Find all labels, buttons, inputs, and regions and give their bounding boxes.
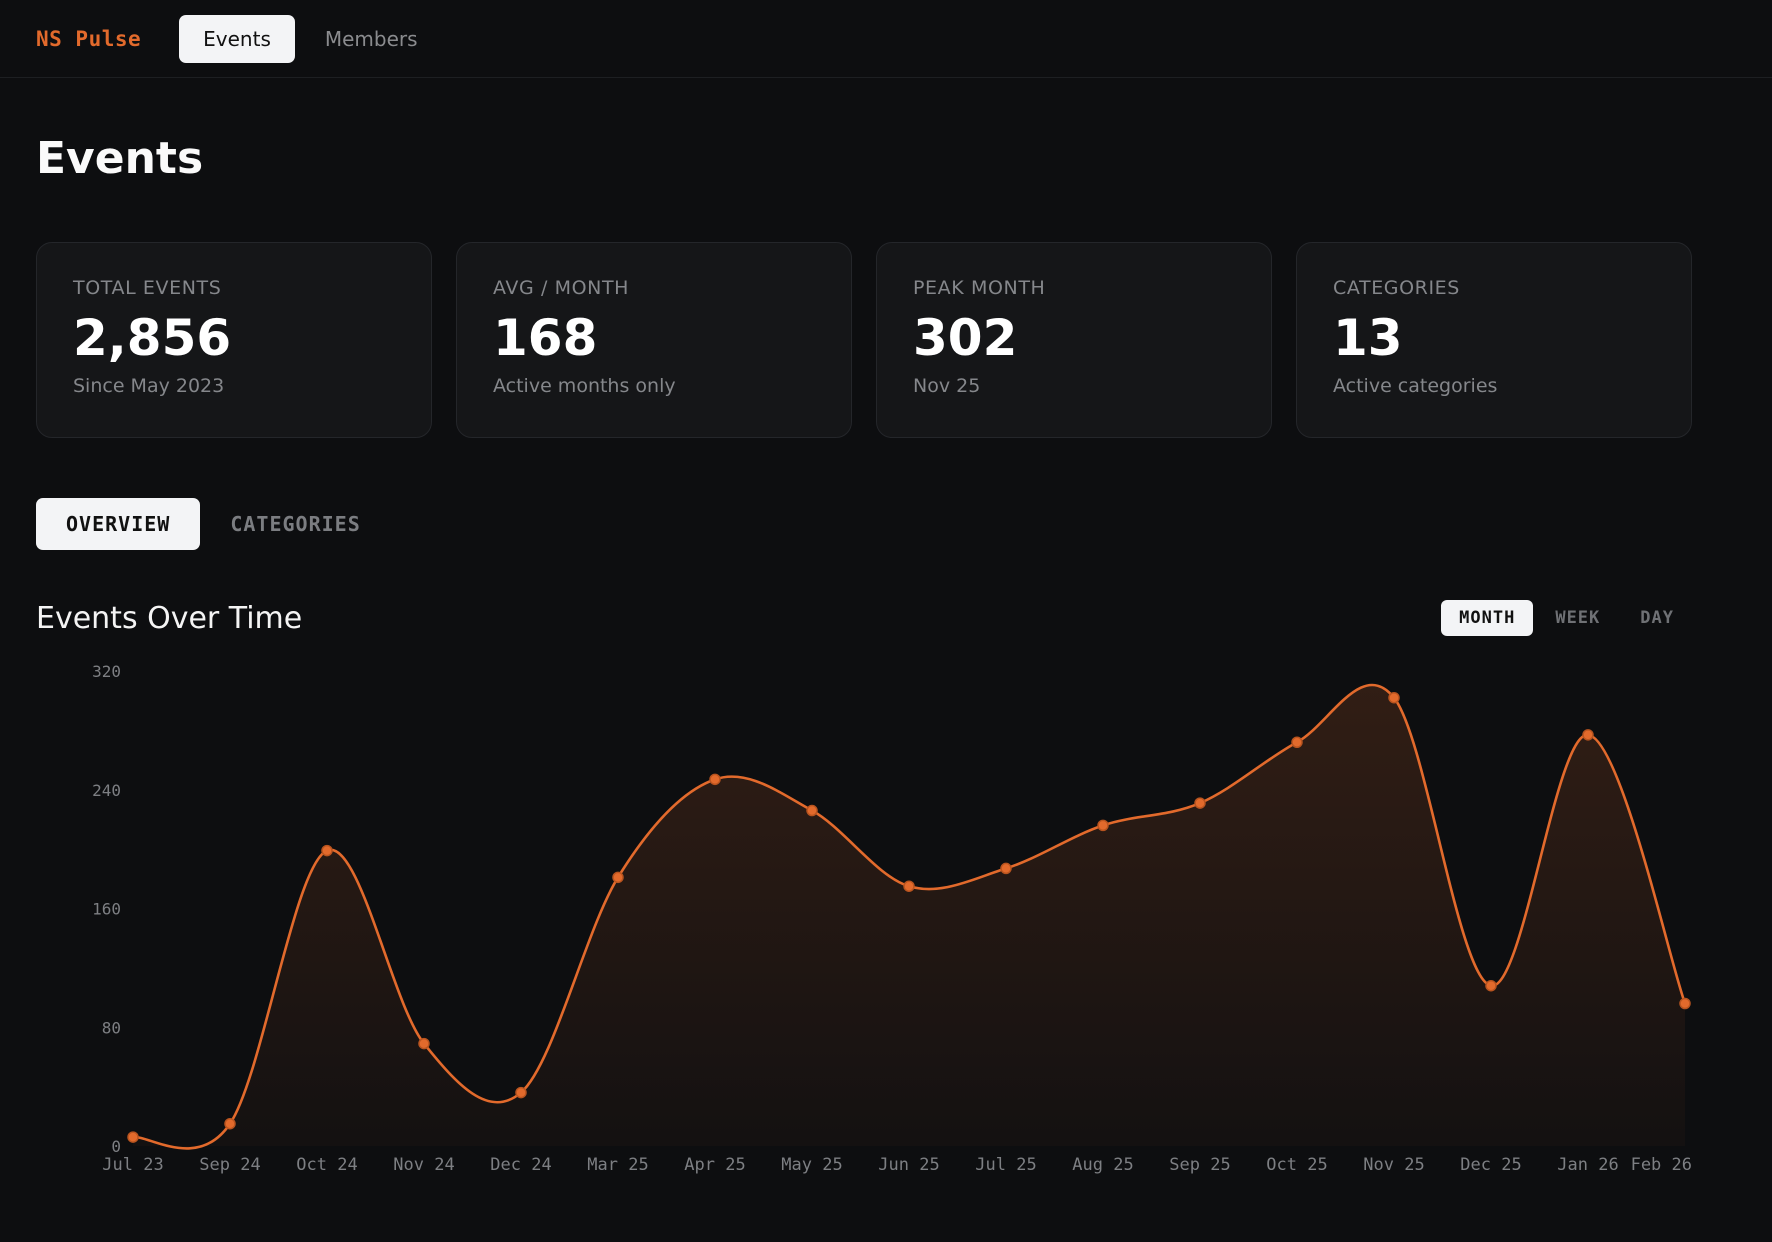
x-tick-label: Oct 24 <box>296 1155 357 1175</box>
x-tick-label: Nov 25 <box>1363 1155 1424 1175</box>
stat-label: TOTAL EVENTS <box>73 277 222 299</box>
brand-logo[interactable]: NS Pulse <box>36 26 142 51</box>
granularity-week-button[interactable]: WEEK <box>1555 608 1601 628</box>
events-chart-svg: 0 80 160 240 320 Jul 23 Sep 24 Oct 24 Nov 24 Dec … <box>92 662 1692 1175</box>
chart-point <box>806 804 818 817</box>
x-tick-label: Sep 25 <box>1169 1155 1230 1175</box>
stat-label: AVG / MONTH <box>493 277 630 299</box>
chart-point <box>709 773 721 786</box>
stat-card-avg-month: AVG / MONTH 168 Active months only <box>456 242 852 438</box>
chart-point <box>127 1131 139 1143</box>
page-title: Events <box>36 133 204 184</box>
stat-value: 2,856 <box>73 309 232 367</box>
stat-cards: TOTAL EVENTS 2,856 Since May 2023 AVG / … <box>36 242 1736 438</box>
chart-point <box>1679 997 1691 1010</box>
nav-tab-events[interactable]: Events <box>179 14 295 63</box>
chart-area-fill <box>133 684 1685 1149</box>
chart-point <box>1388 691 1400 704</box>
x-tick-label: Jun 25 <box>878 1155 939 1175</box>
x-tick-label: Jul 23 <box>102 1155 163 1175</box>
stat-subtext: Nov 25 <box>913 375 981 397</box>
chart-point <box>903 880 915 892</box>
x-tick-label: Nov 24 <box>393 1155 454 1175</box>
stat-card-categories: CATEGORIES 13 Active categories <box>1296 242 1692 438</box>
chart-point <box>515 1086 527 1099</box>
x-tick-label: Oct 25 <box>1266 1155 1327 1175</box>
y-tick-label: 80 <box>102 1018 121 1037</box>
stat-value: 302 <box>913 309 1018 367</box>
events-chart: 0 80 160 240 320 Jul 23 Sep 24 Oct 24 Nov 24 Dec … <box>0 640 1772 1204</box>
y-tick-label: 0 <box>111 1137 121 1156</box>
x-tick-label: Feb 26 <box>1631 1155 1692 1175</box>
stat-label: CATEGORIES <box>1333 277 1460 299</box>
x-tick-label: Dec 25 <box>1460 1155 1521 1175</box>
chart-point <box>1485 979 1497 992</box>
x-tick-label: Aug 25 <box>1072 1155 1133 1175</box>
granularity-day-button[interactable]: DAY <box>1640 608 1674 628</box>
x-tick-label: Mar 25 <box>587 1155 648 1175</box>
stat-card-total-events: TOTAL EVENTS 2,856 Since May 2023 <box>36 242 432 438</box>
chart-point <box>1097 819 1109 832</box>
chart-point <box>1291 736 1303 748</box>
chart-point <box>224 1117 236 1130</box>
y-tick-label: 320 <box>92 662 121 681</box>
chart-point <box>321 844 333 857</box>
x-tick-label: Jul 25 <box>975 1155 1036 1175</box>
granularity-toggle: MONTH WEEK DAY <box>1441 600 1692 636</box>
top-bar: NS Pulse Events Members <box>0 0 1772 78</box>
chart-header: Events Over Time MONTH WEEK DAY <box>36 600 1692 636</box>
main-content: Events TOTAL EVENTS 2,856 Since May 2023… <box>0 78 1772 636</box>
stat-subtext: Since May 2023 <box>73 375 225 397</box>
stat-value: 168 <box>493 309 598 367</box>
x-tick-label: May 25 <box>781 1155 842 1175</box>
stat-label: PEAK MONTH <box>913 277 1046 299</box>
tab-categories[interactable]: CATEGORIES <box>230 512 361 536</box>
x-tick-label: Sep 24 <box>199 1155 260 1175</box>
stat-subtext: Active categories <box>1333 375 1498 397</box>
x-tick-label: Dec 24 <box>490 1155 551 1175</box>
chart-point <box>1194 797 1206 809</box>
y-tick-label: 160 <box>92 900 121 919</box>
chart-point <box>418 1037 430 1050</box>
chart-point <box>612 871 624 884</box>
chart-title: Events Over Time <box>36 600 303 636</box>
stat-value: 13 <box>1333 309 1403 367</box>
stat-card-peak-month: PEAK MONTH 302 Nov 25 <box>876 242 1272 438</box>
y-tick-label: 240 <box>92 781 121 800</box>
x-tick-label: Apr 25 <box>684 1155 745 1175</box>
nav-tab-members[interactable]: Members <box>324 26 418 51</box>
tab-overview[interactable]: OVERVIEW <box>36 498 201 550</box>
granularity-month-button[interactable]: MONTH <box>1441 600 1534 636</box>
chart-point <box>1000 862 1012 875</box>
x-tick-label: Jan 26 <box>1557 1155 1618 1175</box>
chart-point <box>1582 729 1594 741</box>
stat-subtext: Active months only <box>493 375 676 397</box>
view-tabs: OVERVIEW CATEGORIES <box>36 498 1736 550</box>
